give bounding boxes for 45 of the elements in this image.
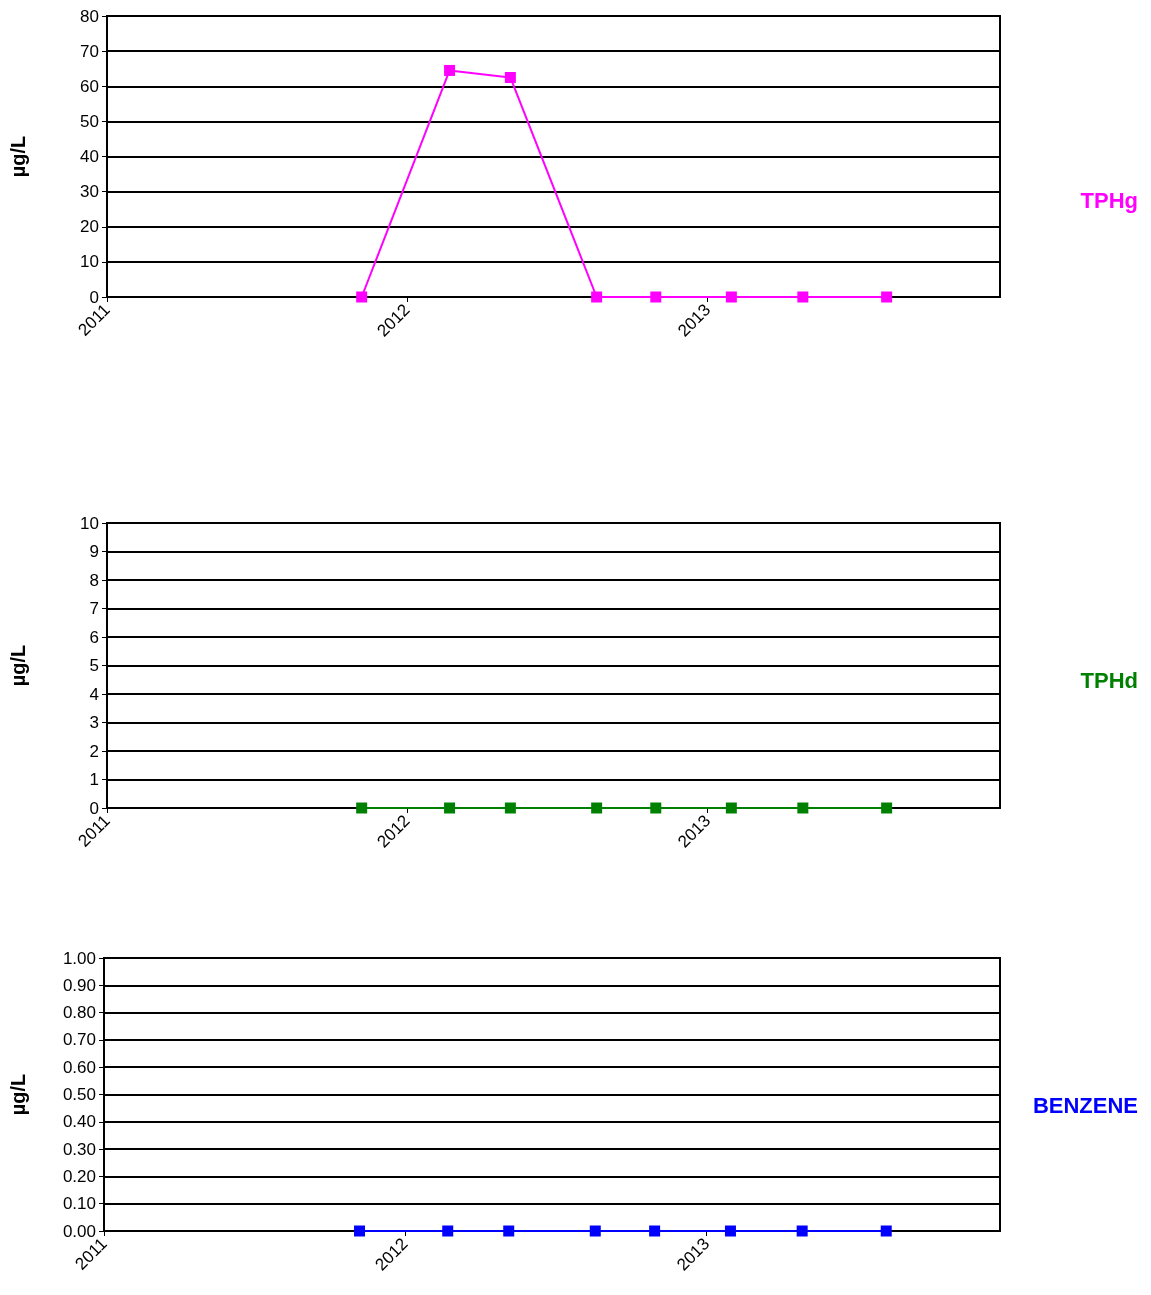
text: TPHd [1080, 667, 1139, 693]
y-axis-title: µg/L [7, 644, 29, 687]
y-tick-label: 60 [80, 76, 99, 96]
point [356, 291, 368, 303]
point [725, 291, 737, 303]
text: TPHg [1080, 187, 1139, 213]
y-tick-label: 7 [89, 599, 99, 618]
y-tick-label: 10 [80, 513, 99, 533]
y-tick-label: 80 [80, 6, 99, 26]
y-tick-label: 0.70 [62, 1030, 96, 1050]
y-axis-title: µg/L [7, 1073, 29, 1116]
text: BENZENE [1032, 1092, 1138, 1118]
y-tick-label: 1.00 [62, 948, 96, 968]
y-tick-label: 3 [89, 713, 99, 732]
y-tick-label: 10 [80, 252, 99, 272]
y-tick-label: 0.00 [62, 1221, 96, 1241]
y-tick-label: 0.50 [62, 1085, 96, 1104]
y-tick-label: 4 [89, 684, 99, 704]
point [650, 291, 662, 303]
y-tick-label: 9 [89, 542, 99, 561]
y-tick-label: 20 [80, 217, 99, 237]
point [591, 291, 603, 303]
y-tick-label: 8 [89, 570, 99, 590]
y-tick-label: 40 [80, 147, 99, 166]
y-tick-label: 0.10 [62, 1194, 96, 1214]
y-tick-label: 0.40 [62, 1112, 96, 1132]
y-tick-label: 70 [80, 41, 99, 61]
y-tick-label: 5 [89, 656, 99, 675]
y-tick-label: 0.30 [62, 1139, 96, 1159]
y-tick-label: 0.80 [62, 1003, 96, 1023]
y-tick-label: 0.90 [62, 975, 96, 995]
point [504, 71, 516, 83]
point [797, 291, 809, 303]
point [881, 291, 893, 303]
y-tick-label: 0 [89, 798, 99, 818]
y-tick-label: 0.60 [62, 1057, 96, 1077]
y-tick-label: 30 [80, 182, 99, 202]
point [444, 64, 456, 76]
y-tick-label: 2 [89, 741, 99, 761]
y-tick-label: 0 [89, 287, 99, 307]
y-axis-title: µg/L [7, 135, 29, 178]
y-tick-label: 50 [80, 111, 99, 131]
y-tick-label: 0.20 [62, 1166, 96, 1186]
y-tick-label: 6 [89, 627, 99, 647]
y-tick-label: 1 [89, 770, 99, 789]
